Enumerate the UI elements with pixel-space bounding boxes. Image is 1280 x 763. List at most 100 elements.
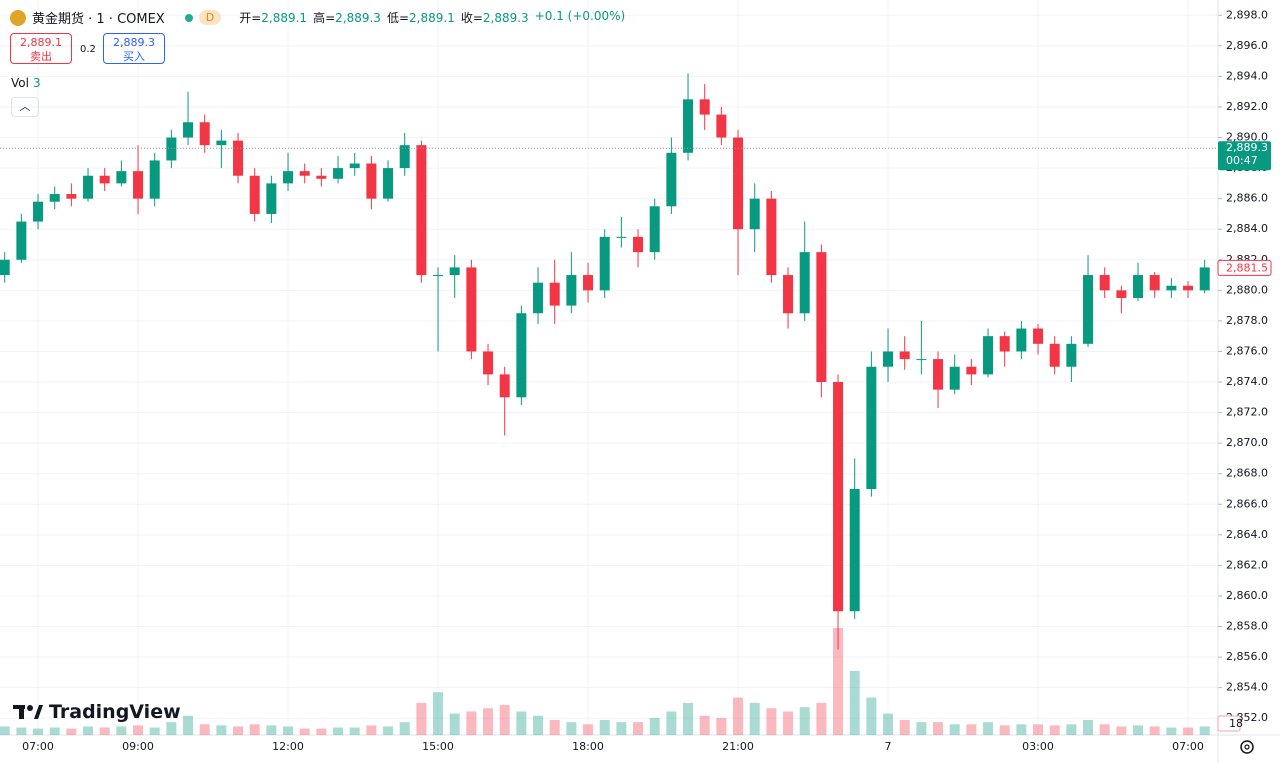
volume-bar [0,726,10,735]
ohlc-item: 高=2,889.3 [313,9,381,26]
candle-body [66,194,77,199]
candle-body [316,175,327,179]
candle-body [333,168,344,179]
volume-bar [1033,724,1044,735]
price-tag [1217,259,1272,276]
volume-bar [733,697,744,735]
candle-body [683,99,694,153]
candle-body [516,313,527,398]
candle-body [649,206,660,253]
volume-bar [1016,724,1027,735]
price-tag-label: 2,889.3 [1226,141,1268,154]
volume-bar [166,722,177,735]
volume-bar [383,726,394,735]
candle-body [799,252,810,314]
candle-body [566,275,577,306]
collapse-button[interactable]: ︿ [11,97,39,117]
candle-body [166,137,177,161]
candle-body [383,168,394,199]
buy-label: 买入 [123,50,145,63]
volume-bar [699,715,710,735]
settings-icon[interactable] [1240,740,1254,754]
candle-body [483,351,494,375]
candle-body [583,275,594,291]
volume-bar [249,724,260,735]
volume-bar [149,727,160,735]
candle-body [1083,275,1094,344]
grid [0,0,1218,735]
x-tick-label: 07:00 [22,740,54,753]
y-tick-label: 2,864.0 [1226,528,1268,541]
candle-body [499,374,510,398]
candle-body [816,252,827,383]
volume-bar [833,628,844,735]
candle-body [1166,285,1177,291]
y-tick-label: 2,898.0 [1226,8,1268,21]
volume-bar [683,702,694,735]
candle-body [849,488,860,612]
volume-bar [1116,726,1127,735]
volume-bar [666,711,677,735]
volume-bar [766,708,777,735]
candle-body [116,171,127,184]
volume-bar [399,722,410,735]
y-tick-label: 2,856.0 [1226,650,1268,663]
volume-bar [416,702,427,735]
y-tick-label: 2,886.0 [1226,192,1268,205]
candle-body [183,122,194,138]
volume-bar [649,717,660,735]
volume-bar [849,670,860,735]
x-tick-label: 07:00 [1172,740,1204,753]
candle-body [949,366,960,390]
settings-icon-core [1244,744,1250,750]
symbol-title[interactable]: 黄金期货 · 1 · COMEX [32,12,165,27]
spread: 0.2 [80,44,96,55]
candle-body [399,145,410,169]
volume-bar [1149,726,1160,735]
x-tick-label: 7 [885,740,892,753]
volume-bar [266,725,277,735]
candle-body [249,175,260,214]
buy-button[interactable]: 2,889.3 买入 [103,33,165,64]
ohlc-item: 低=2,889.1 [387,9,455,26]
x-tick-label: 09:00 [122,740,154,753]
volume-bar [933,722,944,735]
x-tick-label: 21:00 [722,740,754,753]
candle-body [199,122,210,146]
volume-label: Vol [11,76,29,90]
ohlc-item: 开=2,889.1 [239,9,307,26]
candle-body [366,163,377,199]
candle-body [1049,343,1060,367]
y-tick-label: 2,862.0 [1226,558,1268,571]
volume-bar [783,711,794,735]
y-tick-label: 2,880.0 [1226,283,1268,296]
price-tag-countdown: 00:47 [1226,154,1258,167]
candle-body [49,194,60,202]
y-tick-label: 2,876.0 [1226,344,1268,357]
candle-body [716,114,727,138]
volume-bar [483,708,494,735]
candle-body [1116,290,1127,298]
volume-bar [816,702,827,735]
candle-body [899,351,910,360]
y-tick-label: 2,866.0 [1226,497,1268,510]
ohlc-value: 2,889.1 [261,11,308,25]
candle-body [1183,285,1194,291]
y-tick-label: 2,874.0 [1226,375,1268,388]
candle-body [1133,275,1144,298]
candle-body [999,336,1010,352]
sell-button[interactable]: 2,889.1 卖出 [10,33,72,64]
y-tick-label: 2,896.0 [1226,39,1268,52]
candle-body [83,175,94,199]
volume-bar [233,726,244,735]
candle-body [466,267,477,352]
candle-body [1033,328,1044,344]
symbol-header: 黄金期货 · 1 · COMEX D 开=2,889.1 高=2,889.3 低… [10,8,625,27]
volume-bar [199,724,210,735]
volume-bar [516,711,527,735]
candle-body [433,275,444,277]
candle-body [233,140,244,176]
volume-tag [1217,715,1241,732]
volume-bar [949,724,960,735]
